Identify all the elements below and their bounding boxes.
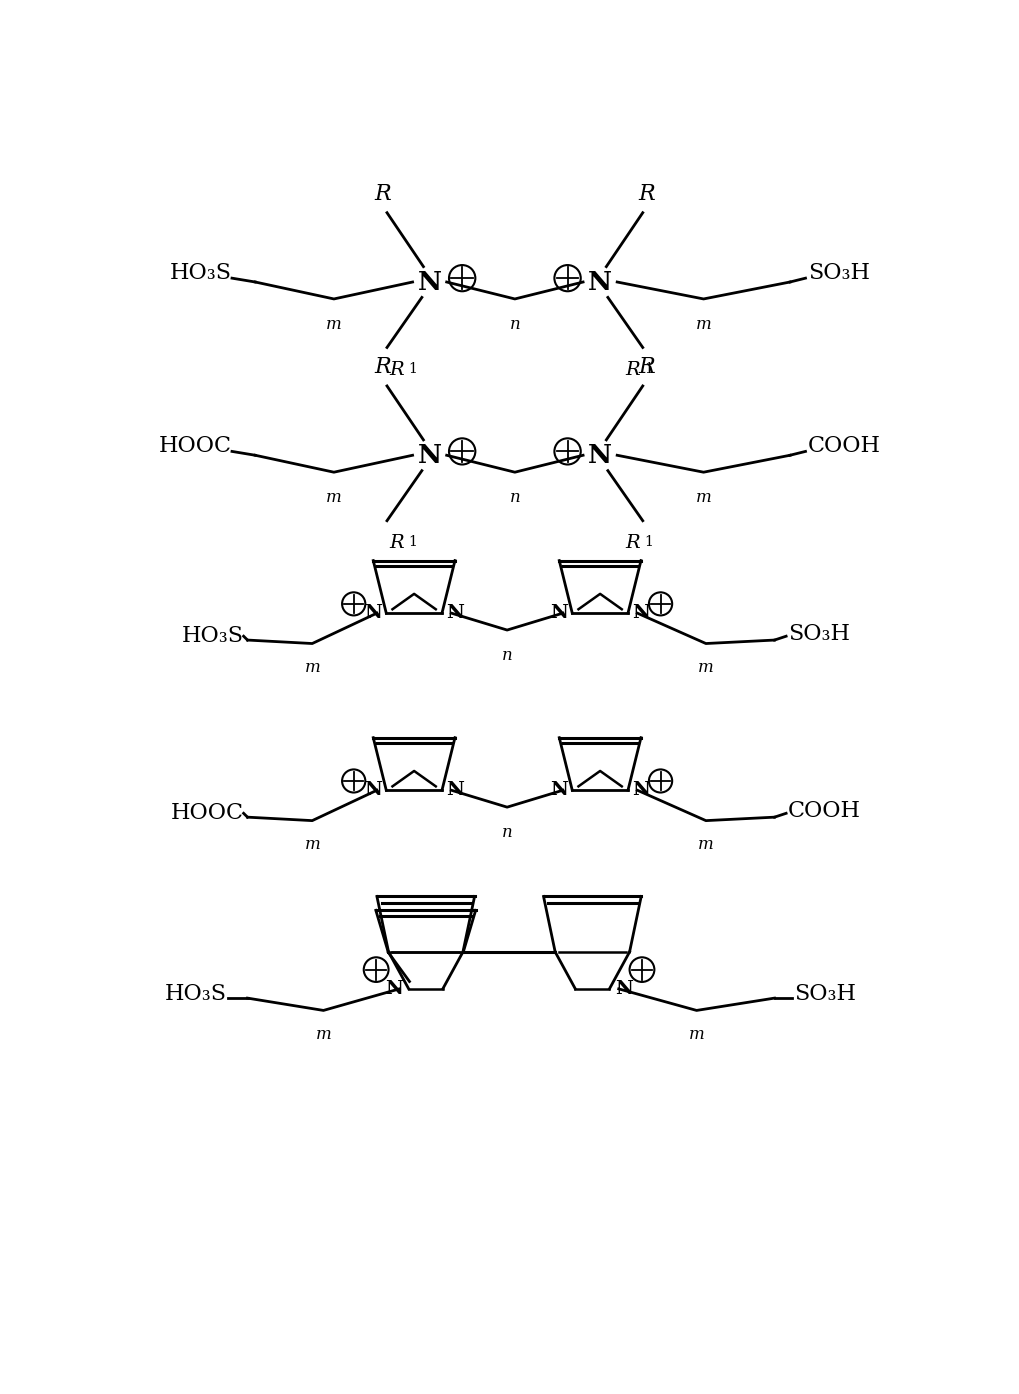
Text: N: N bbox=[418, 269, 441, 294]
Text: SO₃H: SO₃H bbox=[794, 983, 856, 1005]
Text: N: N bbox=[550, 604, 569, 622]
Text: N: N bbox=[418, 443, 441, 468]
Text: n: n bbox=[510, 489, 521, 506]
Text: n: n bbox=[501, 824, 513, 841]
Text: N: N bbox=[632, 604, 650, 622]
Text: 1: 1 bbox=[409, 362, 418, 376]
Text: R: R bbox=[389, 361, 405, 379]
Text: HO₃S: HO₃S bbox=[181, 626, 244, 647]
Text: HO₃S: HO₃S bbox=[170, 262, 232, 284]
Text: SO₃H: SO₃H bbox=[788, 623, 850, 645]
Text: m: m bbox=[305, 659, 320, 676]
Text: m: m bbox=[326, 316, 341, 333]
Text: R: R bbox=[375, 183, 391, 205]
Text: N: N bbox=[632, 781, 650, 799]
Text: N: N bbox=[365, 781, 382, 799]
Text: N: N bbox=[446, 781, 464, 799]
Text: N: N bbox=[615, 980, 634, 998]
Text: N: N bbox=[384, 980, 403, 998]
Text: m: m bbox=[316, 1026, 331, 1043]
Text: m: m bbox=[698, 836, 713, 853]
Text: HO₃S: HO₃S bbox=[165, 983, 226, 1005]
Text: N: N bbox=[588, 443, 612, 468]
Text: m: m bbox=[696, 489, 711, 506]
Text: N: N bbox=[365, 604, 382, 622]
Text: n: n bbox=[510, 316, 521, 333]
Text: R: R bbox=[626, 534, 640, 552]
Text: HOOC: HOOC bbox=[170, 803, 244, 824]
Text: m: m bbox=[305, 836, 320, 853]
Text: COOH: COOH bbox=[788, 800, 861, 822]
Text: SO₃H: SO₃H bbox=[808, 262, 870, 284]
Text: HOOC: HOOC bbox=[159, 435, 232, 457]
Text: N: N bbox=[446, 604, 464, 622]
Text: 1: 1 bbox=[409, 535, 418, 549]
Text: R: R bbox=[638, 357, 655, 378]
Text: N: N bbox=[588, 269, 612, 294]
Text: R: R bbox=[375, 357, 391, 378]
Text: R: R bbox=[626, 361, 640, 379]
Text: COOH: COOH bbox=[808, 435, 880, 457]
Text: R: R bbox=[389, 534, 405, 552]
Text: m: m bbox=[696, 316, 711, 333]
Text: N: N bbox=[550, 781, 569, 799]
Text: m: m bbox=[326, 489, 341, 506]
Text: m: m bbox=[698, 659, 713, 676]
Text: R: R bbox=[638, 183, 655, 205]
Text: 1: 1 bbox=[644, 362, 653, 376]
Text: m: m bbox=[689, 1026, 704, 1043]
Text: 1: 1 bbox=[644, 535, 653, 549]
Text: n: n bbox=[501, 647, 513, 664]
